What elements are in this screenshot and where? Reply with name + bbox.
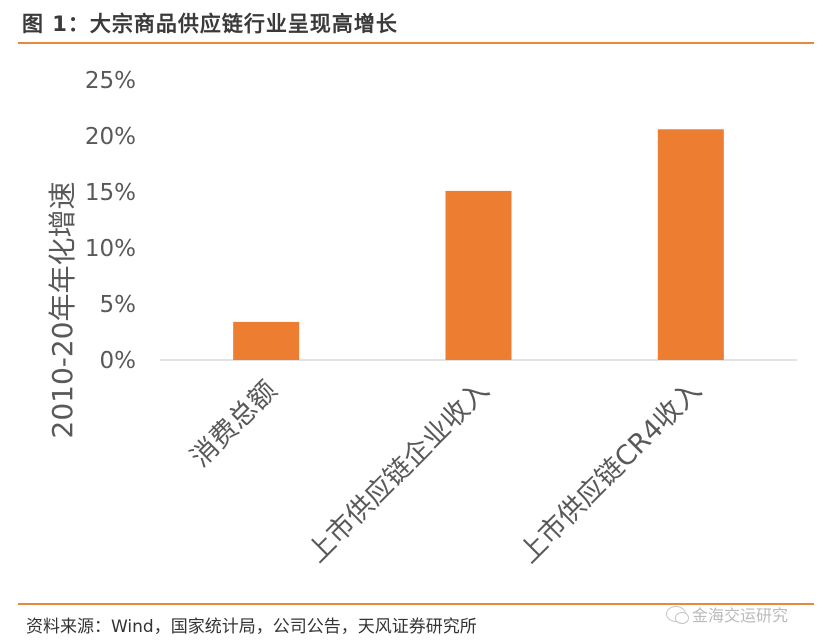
bar-chart: 0% 5% 10% 15% 20% 25% 消费总额 上市供应链企业收入 上市供应链CR4收入… xyxy=(46,68,797,569)
y-tick-label: 20% xyxy=(85,124,136,150)
y-tick-label: 10% xyxy=(85,236,136,262)
bar xyxy=(233,321,300,360)
x-category-label: 上市供应链CR4收入 xyxy=(513,375,707,569)
wechat-icon xyxy=(666,606,689,624)
source-note: 资料来源：Wind，国家统计局，公司公告，天风证券研究所 xyxy=(26,617,477,637)
y-tick-label: 0% xyxy=(100,348,137,374)
x-category-label: 消费总额 xyxy=(185,375,283,473)
watermark-text: 金海交运研究 xyxy=(692,606,789,625)
bar xyxy=(445,190,512,360)
bars xyxy=(233,129,724,360)
bar xyxy=(657,129,724,360)
y-tick-label: 5% xyxy=(100,292,137,318)
x-category-label: 上市供应链企业收入 xyxy=(302,375,496,569)
y-axis-label: 2010-20年年化增速 xyxy=(46,182,79,439)
y-axis-ticks: 0% 5% 10% 15% 20% 25% xyxy=(85,68,136,374)
source-divider xyxy=(18,603,814,605)
category-labels: 消费总额 上市供应链企业收入 上市供应链CR4收入 xyxy=(185,375,708,569)
figure-title: 图 1：大宗商品供应链行业呈现高增长 xyxy=(22,12,398,36)
y-tick-label: 25% xyxy=(85,68,136,94)
watermark: 金海交运研究 xyxy=(666,602,788,626)
y-tick-label: 15% xyxy=(85,180,136,206)
title-divider xyxy=(18,42,814,44)
